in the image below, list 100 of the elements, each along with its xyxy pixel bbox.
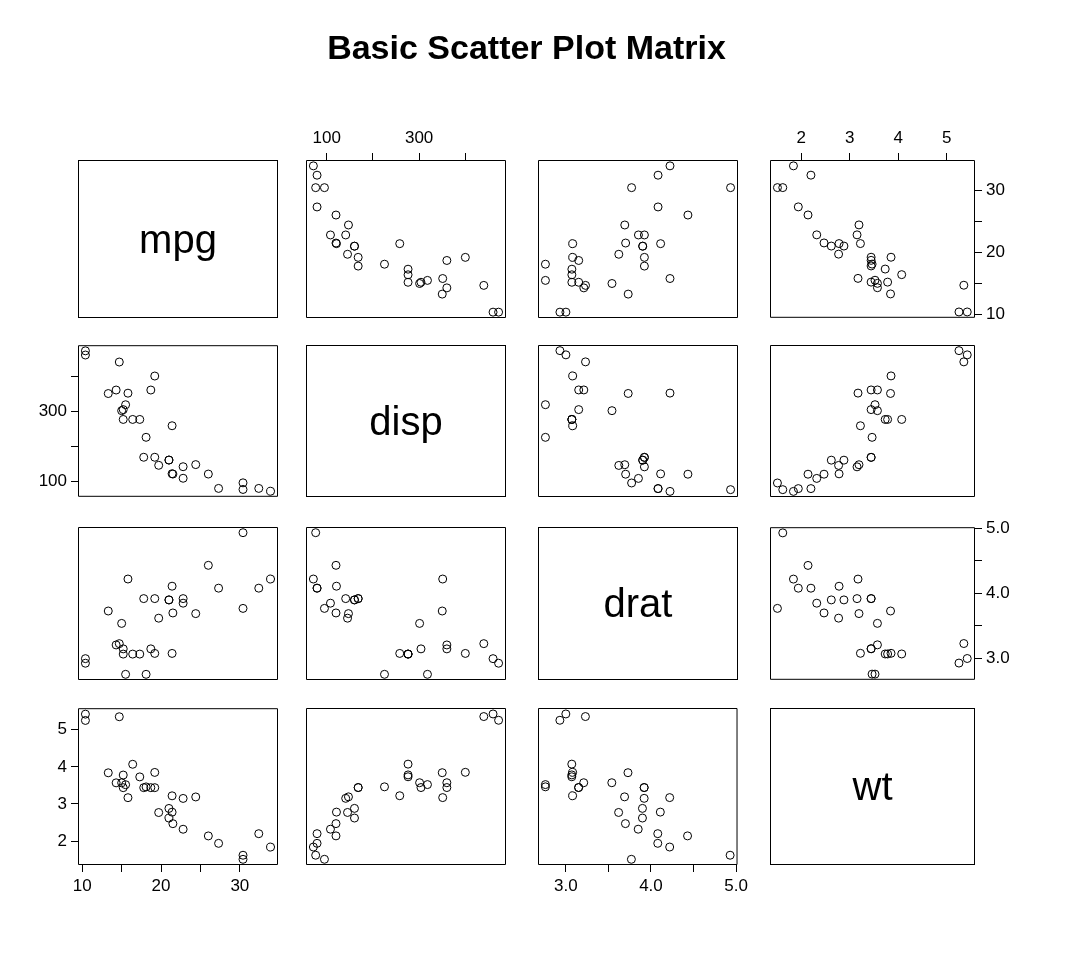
text: mpg bbox=[139, 216, 217, 262]
point bbox=[141, 669, 151, 679]
point bbox=[886, 289, 896, 299]
point bbox=[561, 350, 571, 360]
point bbox=[308, 161, 318, 171]
y-tick-label: 300 bbox=[38, 400, 67, 420]
point bbox=[726, 183, 736, 193]
point bbox=[793, 484, 803, 494]
point bbox=[866, 277, 876, 287]
point bbox=[855, 648, 865, 658]
point bbox=[395, 239, 405, 249]
point bbox=[154, 460, 164, 470]
point bbox=[331, 819, 341, 829]
point bbox=[150, 452, 160, 462]
point bbox=[621, 469, 631, 479]
point bbox=[561, 307, 571, 317]
point bbox=[111, 385, 121, 395]
point bbox=[568, 421, 578, 431]
point bbox=[479, 712, 489, 722]
y-tick-label: 3.0 bbox=[986, 648, 1010, 668]
point bbox=[341, 594, 351, 604]
point bbox=[460, 648, 470, 658]
point bbox=[460, 767, 470, 777]
point bbox=[150, 767, 160, 777]
point bbox=[656, 469, 666, 479]
point bbox=[806, 170, 816, 180]
point bbox=[954, 346, 964, 356]
x-tick-label: 5 bbox=[942, 128, 952, 148]
point bbox=[803, 210, 813, 220]
point bbox=[415, 778, 425, 788]
point bbox=[319, 854, 329, 864]
point bbox=[238, 528, 248, 538]
point bbox=[121, 400, 131, 410]
point bbox=[331, 831, 341, 841]
point bbox=[626, 854, 636, 864]
point bbox=[665, 161, 675, 171]
point bbox=[312, 829, 322, 839]
point bbox=[308, 574, 318, 584]
point bbox=[118, 644, 128, 654]
point bbox=[380, 669, 389, 679]
point bbox=[488, 654, 498, 664]
point bbox=[826, 455, 836, 465]
point bbox=[437, 289, 447, 299]
point bbox=[311, 183, 321, 193]
point bbox=[403, 277, 413, 287]
point bbox=[653, 170, 663, 180]
text: disp bbox=[369, 398, 443, 444]
point bbox=[479, 280, 489, 290]
point bbox=[128, 649, 138, 659]
point bbox=[540, 275, 550, 285]
point bbox=[80, 709, 90, 719]
point bbox=[639, 462, 649, 472]
point bbox=[620, 792, 630, 802]
y-tick-label: 4 bbox=[57, 756, 67, 776]
y-tick-label: 20 bbox=[986, 241, 1005, 261]
point bbox=[178, 598, 188, 608]
point bbox=[620, 460, 630, 470]
point bbox=[135, 414, 145, 424]
point bbox=[488, 709, 498, 719]
point bbox=[778, 183, 788, 193]
point bbox=[442, 644, 452, 654]
point bbox=[311, 528, 321, 538]
point bbox=[962, 307, 972, 317]
point bbox=[623, 388, 633, 398]
point bbox=[772, 478, 782, 488]
y-tick-label: 30 bbox=[986, 179, 1005, 199]
point bbox=[653, 829, 663, 839]
point bbox=[806, 583, 816, 593]
point bbox=[607, 406, 617, 416]
point bbox=[854, 609, 864, 619]
x-tick-label: 4 bbox=[893, 128, 904, 148]
point bbox=[853, 574, 863, 584]
point bbox=[154, 613, 164, 623]
point bbox=[683, 831, 693, 841]
point bbox=[154, 808, 164, 818]
point bbox=[627, 183, 637, 193]
point bbox=[614, 807, 624, 817]
point bbox=[579, 385, 589, 395]
point bbox=[853, 388, 863, 398]
point bbox=[819, 608, 829, 618]
point bbox=[167, 807, 177, 817]
point bbox=[574, 405, 584, 415]
point bbox=[103, 768, 113, 778]
point bbox=[403, 264, 413, 274]
point bbox=[178, 594, 188, 604]
point bbox=[883, 277, 893, 287]
point bbox=[331, 807, 341, 817]
y-tick-label: 4.0 bbox=[986, 583, 1010, 603]
point bbox=[214, 483, 224, 493]
point bbox=[819, 469, 829, 479]
point bbox=[826, 241, 836, 251]
point bbox=[897, 270, 907, 280]
point bbox=[308, 842, 318, 852]
point bbox=[812, 598, 822, 608]
point bbox=[639, 230, 649, 240]
x-tick-label: 4.0 bbox=[639, 875, 663, 895]
point bbox=[834, 469, 844, 479]
point bbox=[568, 252, 578, 262]
y-tick-label: 5 bbox=[57, 719, 67, 739]
point bbox=[954, 307, 964, 317]
